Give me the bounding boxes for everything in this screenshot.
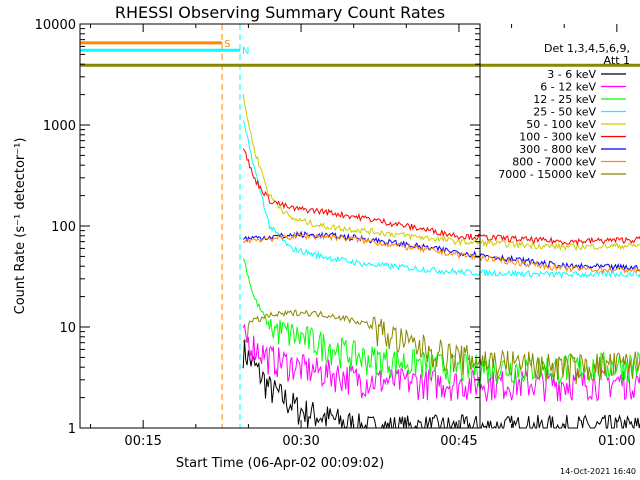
y-tick-label-1: 1 (68, 422, 76, 437)
chart-title: RHESSI Observing Summary Count Rates (115, 3, 445, 22)
series-line-8 (242, 231, 640, 274)
legend-label-1: 3 - 6 keV (547, 68, 596, 81)
series-line-1 (242, 339, 640, 430)
legend-label-5: 50 - 100 keV (526, 118, 596, 131)
series-line-7 (242, 230, 640, 272)
axis-layer: 00:1500:3000:4501:0001:1501:3001:4511010… (35, 18, 636, 449)
legend-label-2: 6 - 12 keV (540, 81, 596, 94)
x-tick-label-1: 00:15 (124, 434, 161, 449)
y-tick-label-2: 10 (59, 321, 76, 336)
x-tick-label-4: 01:00 (598, 434, 635, 449)
legend-label-4: 25 - 50 keV (533, 106, 596, 119)
y-tick-label-3: 100 (51, 220, 76, 235)
series-line-3 (242, 258, 640, 387)
state-label-s: S (224, 39, 230, 50)
y-tick-label-5: 10000 (35, 18, 76, 33)
y-axis-label: Count Rate (s⁻¹ detector⁻¹) (13, 138, 28, 315)
series-line-4 (242, 120, 640, 280)
legend-label-8: 800 - 7000 keV (512, 156, 596, 169)
legend-label-7: 300 - 800 keV (519, 143, 596, 156)
legend-label-3: 12 - 25 keV (533, 93, 596, 106)
legend-header-2: Att 1 (604, 54, 630, 67)
series-line-9 (242, 309, 640, 385)
legend-label-9: 7000 - 15000 keV (498, 168, 596, 181)
x-tick-label-2: 00:30 (282, 434, 319, 449)
x-tick-label-3: 00:45 (440, 434, 477, 449)
x-axis-label: Start Time (06-Apr-02 00:09:02) (176, 456, 384, 471)
plot-frame (79, 23, 481, 429)
legend-header-1: Det 1,3,4,5,6,9, (544, 42, 630, 55)
series-line-5 (242, 93, 640, 252)
y-tick-label-4: 1000 (43, 119, 76, 134)
state-layer: SNFD1FD2 (80, 39, 640, 67)
state-label-n: N (242, 46, 249, 57)
series-line-2 (242, 323, 640, 402)
footer-date: 14-Oct-2021 16:40 (560, 467, 636, 476)
series-line-6 (242, 148, 640, 247)
legend-label-6: 100 - 300 keV (519, 131, 596, 144)
